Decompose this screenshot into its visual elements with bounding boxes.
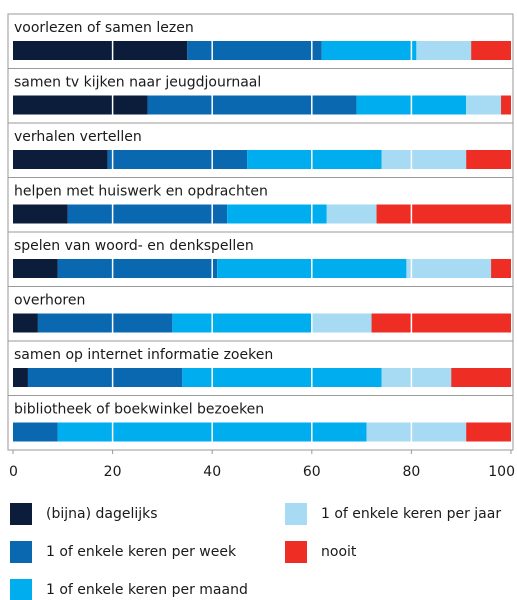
- bar-segment: [227, 204, 327, 224]
- bar-segment: [501, 95, 511, 115]
- bar-segment: [416, 41, 472, 60]
- category-label: samen op internet informatie zoeken: [14, 347, 273, 363]
- bar-segment: [451, 368, 511, 387]
- bar-segment: [247, 150, 382, 169]
- bar-segment: [107, 150, 248, 169]
- category-label: spelen van woord- en denkspellen: [14, 238, 254, 254]
- x-tick-label: 0: [9, 464, 18, 480]
- bar-segment: [13, 368, 28, 387]
- bar-segment: [67, 204, 228, 224]
- bar-segment: [381, 368, 452, 387]
- legend-label: (bijna) dagelijks: [46, 506, 158, 522]
- bar-segment: [371, 313, 511, 333]
- bar-segment: [147, 95, 357, 115]
- bar-segment: [37, 313, 173, 333]
- bar-segment: [471, 41, 511, 60]
- x-tick-label: 100: [488, 464, 515, 480]
- bar-segment: [13, 259, 58, 278]
- bar-segment: [381, 150, 467, 169]
- row-box: [7, 395, 514, 451]
- x-tick-label: 60: [303, 464, 321, 480]
- legend-label: nooit: [321, 544, 357, 560]
- bar-segment: [321, 41, 417, 60]
- x-tick-label: 40: [203, 464, 221, 480]
- x-tick-label: 20: [104, 464, 122, 480]
- bar-segment: [13, 150, 108, 169]
- category-label: bibliotheek of boekwinkel bezoeken: [14, 402, 264, 418]
- bar-segment: [311, 313, 372, 333]
- bar-segment: [13, 41, 188, 60]
- category-label: verhalen vertellen: [14, 129, 142, 145]
- bar-segment: [57, 259, 218, 278]
- legend-label: 1 of enkele keren per maand: [46, 582, 248, 598]
- bar-segment: [406, 259, 492, 278]
- bar-segment: [27, 368, 183, 387]
- category-label: voorlezen of samen lezen: [14, 20, 194, 36]
- bar-segment: [172, 313, 312, 333]
- bar-segment: [182, 368, 382, 387]
- bar-segment: [326, 204, 377, 224]
- bar-segment: [491, 259, 511, 278]
- bar-segment: [466, 422, 511, 442]
- bar-segment: [13, 422, 58, 442]
- category-label: helpen met huiswerk en opdrachten: [14, 184, 268, 200]
- bar-segment: [187, 41, 322, 60]
- legend-swatch: [10, 579, 32, 600]
- bar-segment: [13, 95, 148, 115]
- bar-segment: [13, 204, 68, 224]
- legend-swatch: [285, 541, 307, 563]
- legend-swatch: [10, 503, 32, 525]
- legend-swatch: [285, 503, 307, 525]
- category-label: samen tv kijken naar jeugdjournaal: [14, 75, 261, 91]
- legend-label: 1 of enkele keren per week: [46, 544, 237, 560]
- bar-segment: [466, 150, 511, 169]
- category-label: overhoren: [14, 293, 85, 309]
- legend-swatch: [10, 541, 32, 563]
- bar-segment: [466, 95, 502, 115]
- x-tick-label: 80: [402, 464, 420, 480]
- bar-segment: [366, 422, 467, 442]
- legend-label: 1 of enkele keren per jaar: [321, 506, 501, 522]
- bar-segment: [13, 313, 38, 333]
- bar-segment: [376, 204, 511, 224]
